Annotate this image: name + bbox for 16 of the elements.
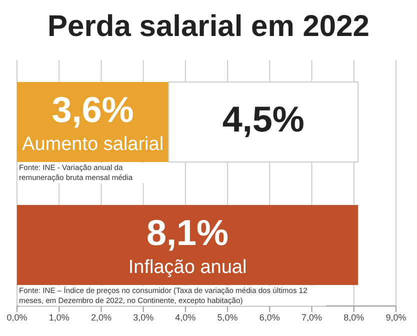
x-tick-label: 7,0% [302,312,322,322]
x-tick-label: 4,0% [175,312,196,322]
data-label: 4,5% [222,98,304,140]
x-tick-label: 2,0% [90,312,112,322]
x-tick-label: 1,0% [48,312,70,322]
chart-title: Perda salarial em 2022 [46,10,370,44]
data-label: 8,1% [146,212,229,253]
x-tick-label: 8,0% [344,312,364,322]
y-tick-label: Aumento salarial [22,134,164,155]
data-label: 3,6% [52,89,134,130]
x-tick-label: 3,0% [133,312,154,322]
y-tick-label: Inflação anual [128,257,247,278]
x-tick-label: 6,0% [259,312,280,322]
x-tick-label: 9,0% [386,312,406,322]
x-tick-label: 0,0% [6,312,28,322]
x-tick-label: 5,0% [217,312,238,322]
